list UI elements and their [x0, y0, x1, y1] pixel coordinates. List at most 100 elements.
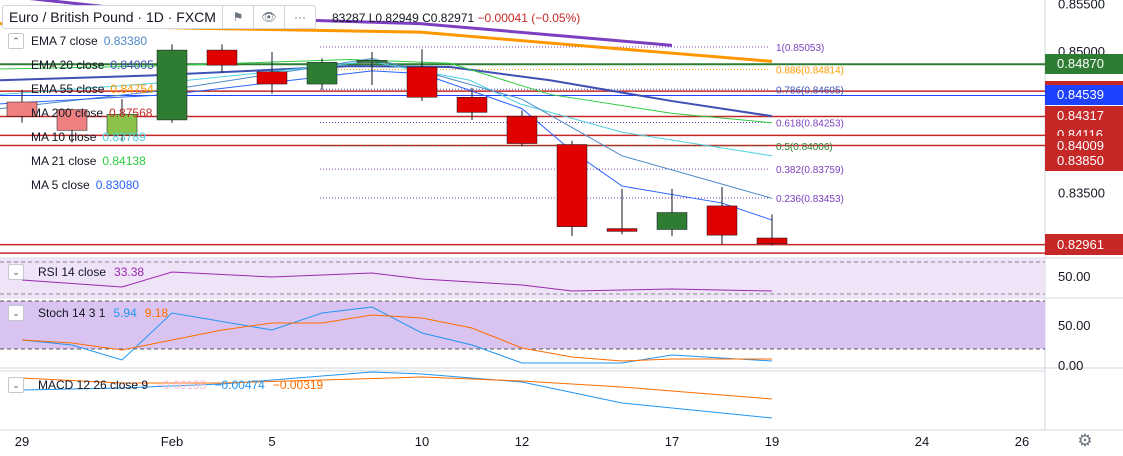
ohlc-readout: 83287 L0.82949 C0.82971 −0.00041 (−0.05%…: [332, 11, 580, 25]
legend-row-ma5[interactable]: MA 5 close 0.83080: [8, 177, 139, 193]
legend-label: MA 10 close: [31, 130, 97, 144]
x-tick-label: 5: [268, 434, 275, 449]
candle-body: [606, 228, 638, 232]
price-badge: 0.84317: [1045, 106, 1123, 127]
ema20-curve: [0, 65, 773, 118]
fib-label: 1(0.85053): [776, 43, 824, 54]
chevron-down-icon[interactable]: ⌄: [8, 377, 24, 393]
legend-row-ma200[interactable]: MA 200 close 0.87568: [8, 105, 152, 121]
chevron-down-icon[interactable]: ⌄: [8, 264, 24, 280]
chevron-up-icon[interactable]: ⌃: [8, 33, 24, 49]
more-icon[interactable]: ···: [284, 5, 316, 29]
legend-value: 0.84005: [110, 58, 154, 72]
candle-body: [506, 115, 538, 144]
stoch-tick-label: 50.00: [1058, 318, 1091, 333]
stoch-label: Stoch 14 3 1: [38, 306, 106, 320]
candle-body: [206, 49, 238, 66]
legend-label: MA 21 close: [31, 154, 97, 168]
macd-hist-value: −0.00155: [156, 378, 207, 392]
fib-label: 0.786(0.84605): [776, 85, 844, 96]
legend-label: MA 5 close: [31, 178, 90, 192]
legend-label: MA 200 close: [31, 106, 104, 120]
legend-value: 0.84754: [110, 82, 154, 96]
legend-label: EMA 55 close: [31, 82, 105, 96]
x-tick-label: 26: [1015, 434, 1029, 449]
legend-value: 0.87568: [109, 106, 153, 120]
stoch-k-line: [21, 306, 773, 364]
candle-body: [106, 114, 138, 136]
rsi-legend: ⌄ RSI 14 close 33.38: [8, 264, 145, 280]
rsi-line: [21, 271, 773, 292]
x-tick-label: 12: [515, 434, 529, 449]
chart-header: Euro / British Pound · 1D · FXCM ⚑ 👁 ···: [2, 5, 316, 29]
macd-legend: ⌄ MACD 12 26 close 9 −0.00155 −0.00474 −…: [8, 377, 324, 393]
symbol-title[interactable]: Euro / British Pound · 1D · FXCM: [2, 5, 223, 29]
macd-signal-value: −0.00319: [272, 378, 324, 392]
candle-body: [406, 66, 438, 98]
price-tick-label: 0.83500: [1058, 186, 1105, 201]
legend-row-ma21[interactable]: MA 21 close 0.84138: [8, 153, 146, 169]
stoch-d-value: 9.18: [144, 306, 169, 320]
macd-line: [21, 371, 773, 419]
candle-body: [306, 62, 338, 85]
x-tick-label: 17: [665, 434, 679, 449]
fib-label: 0.5(0.84006): [776, 142, 833, 153]
stoch-d-line: [21, 314, 772, 362]
legend-label: EMA 7 close: [31, 34, 98, 48]
legend-row-ema20[interactable]: EMA 20 close 0.84005: [8, 57, 154, 73]
candle-body: [656, 212, 688, 230]
ohlc-partial: 83287: [332, 11, 366, 25]
ma21-curve: [0, 58, 773, 124]
x-tick-label: 24: [915, 434, 929, 449]
candle-body: [756, 237, 788, 244]
candle-body: [256, 71, 288, 85]
chevron-down-icon[interactable]: ⌄: [8, 305, 24, 321]
legend-row-ema7[interactable]: ⌃ EMA 7 close 0.83380: [8, 33, 147, 49]
x-tick-label: 10: [415, 434, 429, 449]
ohlc-change: −0.00041 (−0.05%): [477, 11, 581, 25]
price-badge: 0.83850: [1045, 150, 1123, 171]
fib-label: 0.382(0.83759): [776, 165, 844, 176]
price-badge: 0.84870: [1045, 54, 1123, 75]
ma5-curve: [0, 70, 773, 221]
legend-value: 0.84138: [102, 154, 146, 168]
x-tick-label: 19: [765, 434, 779, 449]
candle-body: [6, 101, 38, 117]
legend-value: 0.83380: [103, 34, 148, 48]
candle-body: [56, 109, 88, 131]
macd-value: −0.00474: [214, 378, 265, 392]
rsi-band: [0, 258, 1045, 298]
price-badge: 0.84009: [1045, 135, 1123, 156]
macd-signal-line: [21, 376, 773, 400]
gear-icon[interactable]: ⚙: [1077, 431, 1093, 450]
ohlc-close: C0.82971: [422, 11, 475, 25]
stoch-legend: ⌄ Stoch 14 3 1 5.94 9.18: [8, 305, 169, 321]
price-badge: 0.84539: [1045, 85, 1123, 106]
candle-body: [356, 60, 388, 63]
fib-label: 0.886(0.84814): [776, 66, 844, 77]
rsi-value: 33.38: [114, 265, 145, 279]
macd-label: MACD 12 26 close 9: [38, 378, 149, 392]
price-badge: 0.82961: [1045, 234, 1123, 255]
ohlc-low: L0.82949: [368, 11, 419, 25]
stoch-k-value: 5.94: [113, 306, 137, 320]
x-tick-label: 29: [15, 434, 29, 449]
legend-label: EMA 20 close: [31, 58, 105, 72]
eye-icon[interactable]: 👁: [253, 5, 285, 29]
rsi-tick-label: 50.00: [1058, 269, 1091, 284]
legend-row-ma10[interactable]: MA 10 close 0.83789: [8, 129, 146, 145]
legend-row-ema55[interactable]: EMA 55 close 0.84754: [8, 81, 154, 97]
fib-label: 0.236(0.83453): [776, 194, 844, 205]
legend-value: 0.83080: [95, 178, 140, 192]
rsi-label: RSI 14 close: [38, 265, 107, 279]
macd-tick-label: 0.00: [1058, 358, 1083, 373]
flag-icon[interactable]: ⚑: [222, 5, 254, 29]
fib-label: 0.618(0.84253): [776, 118, 844, 129]
candle-body: [156, 49, 188, 121]
x-tick-label: Feb: [161, 434, 183, 449]
ema7-curve: [0, 58, 773, 199]
stoch-band: [0, 301, 1045, 349]
price-tick-label: 0.85500: [1058, 0, 1105, 12]
candle-body: [456, 97, 488, 113]
